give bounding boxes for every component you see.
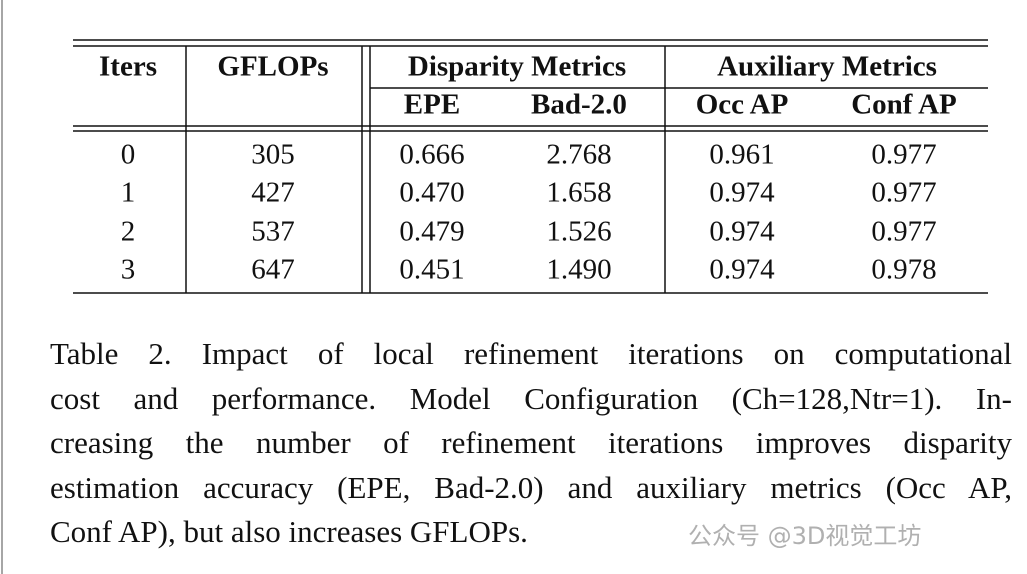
table-cell: 0.977 [871,215,937,248]
column-header: EPE [403,88,461,121]
column-header: Iters [99,50,157,83]
table-cell: 647 [251,253,295,286]
table-cell: 3 [120,253,136,286]
group-header: Disparity Metrics [407,50,627,83]
table-cell: 1.526 [546,215,612,248]
table-cell: 0.974 [709,253,775,286]
table-cell: 0.974 [709,215,775,248]
column-header: Occ AP [695,88,789,121]
group-header: Auxiliary Metrics [717,50,937,83]
table-cell: 0.470 [399,176,465,209]
caption-line: creasing the number of refinement iterat… [50,425,1012,460]
table-cell: 0.666 [399,138,465,171]
table-cell: 2 [120,215,136,248]
column-header: Bad-2.0 [531,88,627,121]
table-cell: 0.978 [871,253,937,286]
table-cell: 427 [251,176,295,209]
table-cell: 537 [251,215,295,248]
table-cell: 1 [120,176,136,209]
table-cell: 1.658 [546,176,612,209]
table-cell: 0.961 [709,138,775,171]
table-cell: 0.974 [709,176,775,209]
caption-line: estimation accuracy (EPE, Bad-2.0) and a… [50,470,1012,505]
caption-line: Conf AP), but also increases GFLOPs. [50,514,528,549]
column-header: GFLOPs [217,50,329,83]
watermark: 公众号 @3D视觉工坊 [688,522,922,550]
table-cell: 305 [251,138,295,171]
caption-line: Table 2. Impact of local refinement iter… [50,336,1012,371]
table-cell: 0 [120,138,136,171]
table-cell: 0.479 [399,215,465,248]
table-cell: 0.451 [399,253,465,286]
table-cell: 2.768 [546,138,612,171]
table-cell: 0.977 [871,176,937,209]
column-header: Conf AP [851,88,957,121]
table-cell: 1.490 [546,253,612,286]
caption-line: cost and performance. Model Configuratio… [50,381,1012,416]
table-cell: 0.977 [871,138,937,171]
